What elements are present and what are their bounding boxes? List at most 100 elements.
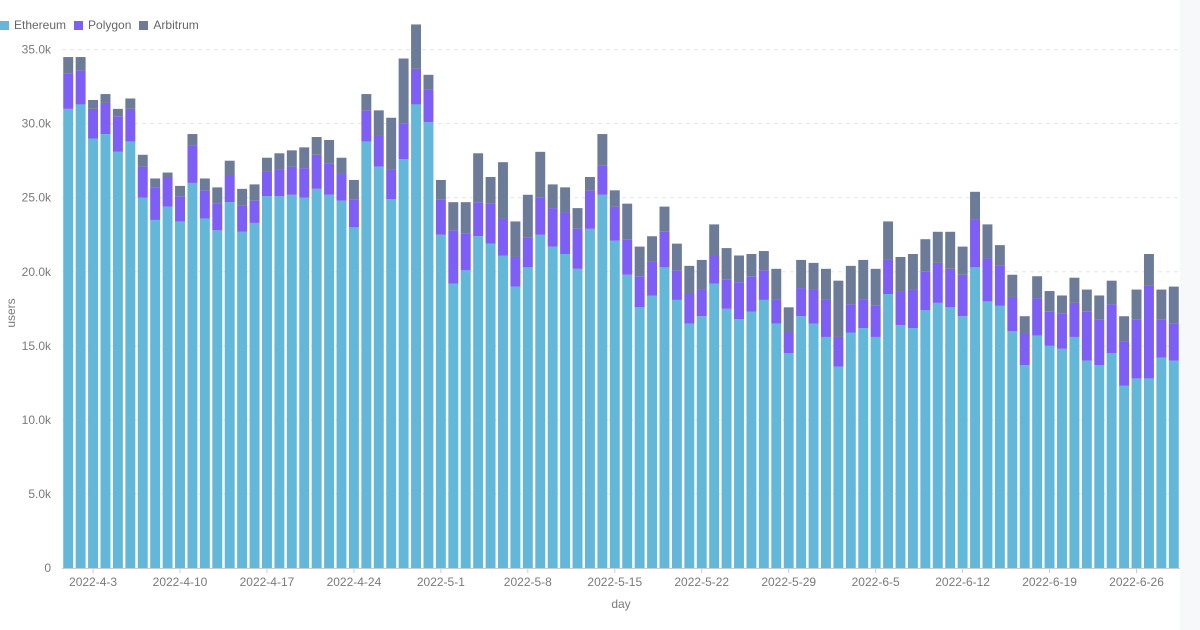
legend-item-polygon[interactable]: Polygon [74,18,131,32]
bar-segment-arbitrum [336,157,347,175]
bar-segment-arbitrum [895,256,906,292]
bar-segment-ethereum [746,311,757,568]
x-axis-ticks: 2022-4-3 2022-4-10 2022-4-17 2022-4-24 2022-… [69,568,1164,589]
bar-segment-ethereum [1168,360,1179,568]
bar-segment-arbitrum [361,94,372,111]
bar-segment-ethereum [1094,365,1105,568]
bar-segment-ethereum [286,194,297,568]
bar-segment-polygon [498,218,508,256]
bar-segment-ethereum [361,141,372,568]
bar-segment-arbitrum [112,108,123,117]
bar-segment-arbitrum [932,231,943,263]
bar-segment-arbitrum [970,191,981,220]
bar-segment-ethereum [1119,385,1130,568]
bar-segment-polygon [845,304,856,333]
bar-segment-polygon [1106,304,1117,354]
bar-segment-ethereum [659,267,670,568]
bar-segment-ethereum [237,231,248,568]
bar-segment-ethereum [261,196,272,568]
bar-segment-ethereum [1143,378,1154,568]
y-tick-label: 5.0k [28,487,52,501]
bar-segment-polygon [709,255,720,284]
bar-segment-ethereum [945,307,956,568]
bar-segment-polygon [473,202,484,237]
bar-segment-arbitrum [709,224,720,256]
bar-segment-ethereum [150,219,161,568]
legend-item-arbitrum[interactable]: Arbitrum [139,18,199,32]
bar-segment-polygon [324,163,335,195]
bar-segment-polygon [112,116,123,152]
bar-segment-ethereum [199,218,210,569]
bar-segment-ethereum [336,200,347,568]
bar-segment-polygon [758,270,769,300]
legend-item-ethereum[interactable]: Ethereum [0,18,66,32]
bar-segment-arbitrum [1044,291,1055,312]
bar-segment-arbitrum [1057,295,1067,314]
bar-segment-polygon [249,200,260,223]
bar-segment-ethereum [485,243,496,568]
bar-segment-ethereum [808,323,819,568]
bar-segment-polygon [162,176,173,207]
bar-segment-polygon [1094,319,1105,366]
bar-segment-arbitrum [684,265,695,294]
bar-segment-arbitrum [435,179,446,200]
grid-lines [62,49,1180,495]
bar-segment-polygon [187,145,198,183]
bar-segment-ethereum [634,307,645,568]
bar-segment-arbitrum [820,268,831,300]
x-tick-label: 2022-6-12 [935,575,990,589]
bar-segment-ethereum [845,332,856,568]
bar-segment-arbitrum [63,57,74,74]
bar-segment-polygon [684,294,695,324]
bar-segment-polygon [671,270,682,300]
bar-segment-polygon [1057,313,1067,349]
bar-segment-ethereum [498,255,508,569]
bar-segment-polygon [808,289,819,324]
bar-segment-arbitrum [187,134,198,146]
x-tick-label: 2022-6-5 [852,575,900,589]
bar-segment-ethereum [970,267,981,568]
bar-segment-ethereum [833,366,844,568]
bar-segment-ethereum [460,270,471,568]
legend-swatch-ethereum [0,20,9,30]
bar-segment-polygon [411,68,422,105]
bar-segment-arbitrum [175,185,185,197]
bar-segment-ethereum [758,299,769,568]
bar-segment-polygon [125,108,136,142]
bar-segment-polygon [771,299,782,324]
bar-segment-polygon [386,169,397,200]
bar-segment-polygon [895,291,906,326]
bar-segment-ethereum [560,254,571,568]
bar-segment-arbitrum [1007,274,1018,297]
bar-segment-arbitrum [137,154,148,167]
bar-segment-arbitrum [199,178,210,191]
bar-segment-polygon [870,305,881,337]
bar-segment-ethereum [1156,357,1167,568]
x-tick-label: 2022-6-26 [1109,575,1164,589]
bar-segment-arbitrum [758,251,769,271]
bar-segment-ethereum [547,246,558,568]
bar-segment-arbitrum [150,178,161,188]
bar-segment-arbitrum [845,265,856,305]
bar-segment-polygon [746,276,757,312]
y-tick-label: 0 [44,561,51,575]
bar-segment-polygon [373,135,384,167]
bar-segment-arbitrum [597,134,608,166]
bar-segment-arbitrum [1081,289,1092,312]
bar-segment-arbitrum [883,221,894,260]
bar-segment-arbitrum [647,236,658,262]
bar-segment-ethereum [858,328,869,568]
bar-segment-ethereum [783,353,794,568]
bar-segment-ethereum [696,316,707,568]
bar-segment-arbitrum [634,246,645,277]
bar-segment-arbitrum [125,98,136,109]
bar-segment-polygon [460,233,471,271]
bar-segment-polygon [1143,285,1154,379]
bar-segment-ethereum [398,159,409,568]
bar-segment-arbitrum [721,248,732,280]
x-tick-label: 2022-5-1 [417,575,465,589]
y-tick-label: 15.0k [22,339,52,353]
bar-segment-polygon [1044,311,1055,346]
bar-segment-ethereum [63,108,74,568]
bar-segment-ethereum [473,236,484,568]
